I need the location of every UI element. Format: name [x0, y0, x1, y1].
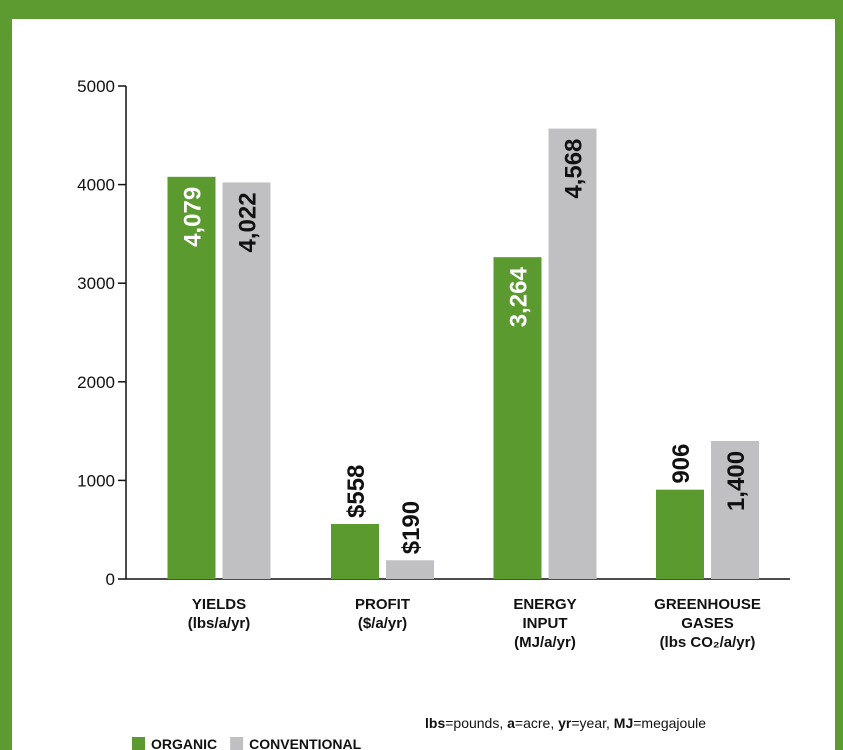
x-tick-label: GREENHOUSE — [654, 596, 761, 613]
bar — [548, 128, 597, 579]
value-label: 4,022 — [235, 192, 262, 252]
y-tick-label: 0 — [106, 570, 115, 589]
y-tick-label: 3000 — [77, 274, 115, 293]
x-tick-label: PROFIT — [355, 596, 410, 613]
x-tick-label: ($/a/yr) — [358, 615, 407, 632]
x-tick-label: (lbs/a/yr) — [188, 615, 251, 632]
y-tick-label: 4000 — [77, 176, 115, 195]
value-label: 906 — [668, 444, 695, 484]
x-tick-label: ENERGY — [513, 596, 576, 613]
top-border — [0, 0, 843, 19]
legend-swatch — [230, 737, 244, 750]
bar — [493, 257, 542, 579]
footnote-text: =pounds, — [445, 715, 507, 731]
value-label: 3,264 — [506, 267, 533, 328]
legend-swatch — [132, 737, 145, 750]
footnote-text: =year, — [571, 715, 613, 731]
footnote-text: =acre, — [515, 715, 558, 731]
legend-label: ORGANIC — [151, 736, 217, 750]
value-label: 4,568 — [561, 139, 588, 199]
footnote-text: =megajoule — [633, 715, 706, 731]
y-tick-label: 5000 — [77, 77, 115, 96]
x-tick-label: YIELDS — [192, 596, 246, 613]
value-label: $558 — [343, 465, 370, 518]
x-tick-label: GASES — [681, 615, 734, 632]
x-tick-label: INPUT — [523, 615, 568, 632]
bar — [656, 489, 704, 579]
y-tick-label: 1000 — [77, 471, 115, 490]
footnote-key: a — [507, 715, 515, 731]
footnote-key: yr — [558, 715, 572, 731]
bar — [711, 440, 759, 579]
legend-label: CONVENTIONAL — [249, 736, 361, 750]
right-border — [835, 0, 843, 750]
bar — [222, 182, 271, 580]
bar — [386, 560, 434, 579]
footnote-key: lbs — [425, 715, 445, 731]
footnote: lbs=pounds, a=acre, yr=year, MJ=megajoul… — [425, 715, 706, 731]
value-label: 1,400 — [723, 451, 750, 511]
value-label: $190 — [398, 501, 425, 554]
footnote-key: MJ — [614, 715, 633, 731]
x-tick-label: (lbs CO₂/a/yr) — [660, 634, 756, 651]
y-tick-label: 2000 — [77, 373, 115, 392]
bar — [167, 176, 216, 579]
value-label: 4,079 — [180, 187, 207, 247]
bar — [331, 523, 379, 579]
x-tick-label: (MJ/a/yr) — [514, 634, 576, 651]
left-border — [0, 0, 12, 750]
